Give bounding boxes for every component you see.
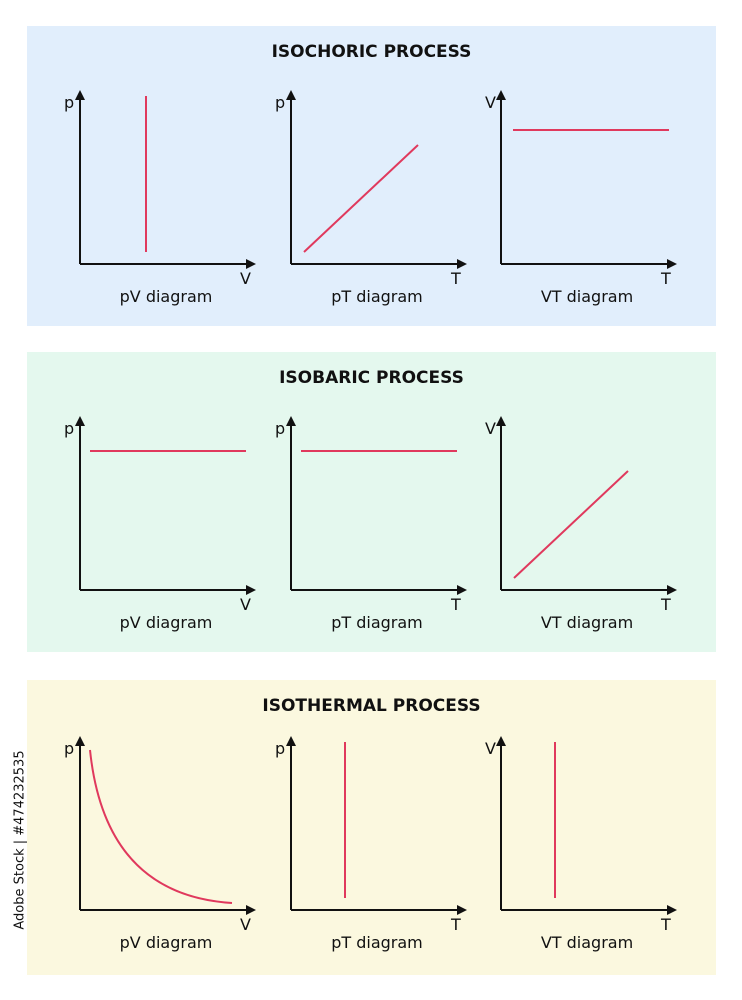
y-axis-arrow-icon: [75, 736, 85, 746]
diagram: p TpT diagram: [275, 416, 467, 632]
x-axis-arrow-icon: [246, 585, 256, 595]
x-axis-label: V: [240, 915, 251, 934]
stock-credit: Adobe Stock | #474232535: [2, 750, 38, 929]
x-axis-label: V: [240, 595, 251, 614]
diagram-caption: pV diagram: [120, 613, 213, 632]
y-axis-label: V: [485, 93, 496, 112]
isothermal-diagrams: p VpV diagram p TpT diagram V T VT diagram: [64, 736, 677, 952]
y-axis-label: p: [64, 739, 74, 758]
diagram-caption: VT diagram: [541, 287, 633, 306]
process-line: [513, 470, 629, 579]
x-axis-arrow-icon: [667, 585, 677, 595]
y-axis-label: V: [485, 419, 496, 438]
x-axis-label: T: [660, 269, 671, 288]
process-curve: [89, 749, 233, 904]
diagram: p TpT diagram: [275, 90, 467, 306]
y-axis-arrow-icon: [286, 90, 296, 100]
diagram-caption: pV diagram: [120, 933, 213, 952]
x-axis-arrow-icon: [457, 585, 467, 595]
diagram: p VpV diagram: [64, 736, 256, 952]
y-axis-arrow-icon: [496, 736, 506, 746]
x-axis-arrow-icon: [457, 259, 467, 269]
y-axis-arrow-icon: [286, 736, 296, 746]
isochoric-diagrams: p VpV diagram p TpT diagram V T VT diagram: [64, 90, 677, 306]
x-axis-arrow-icon: [246, 259, 256, 269]
y-axis-arrow-icon: [75, 416, 85, 426]
x-axis-arrow-icon: [667, 905, 677, 915]
x-axis-arrow-icon: [246, 905, 256, 915]
y-axis-arrow-icon: [75, 90, 85, 100]
y-axis-arrow-icon: [286, 416, 296, 426]
diagram: p TpT diagram: [275, 736, 467, 952]
x-axis-arrow-icon: [667, 259, 677, 269]
isobaric-diagrams: p VpV diagram p TpT diagram V T VT diagram: [64, 416, 677, 632]
y-axis-label: p: [64, 93, 74, 112]
y-axis-label: p: [275, 93, 285, 112]
diagram-caption: VT diagram: [541, 933, 633, 952]
x-axis-label: T: [660, 595, 671, 614]
diagram: V T VT diagram: [485, 416, 677, 632]
stock-credit-text: Adobe Stock | #474232535: [12, 750, 28, 930]
x-axis-label: T: [450, 915, 461, 934]
x-axis-label: V: [240, 269, 251, 288]
y-axis-label: V: [485, 739, 496, 758]
diagram: p VpV diagram: [64, 416, 256, 632]
x-axis-label: T: [660, 915, 671, 934]
x-axis-label: T: [450, 595, 461, 614]
diagram-caption: pT diagram: [331, 933, 423, 952]
y-axis-label: p: [64, 419, 74, 438]
y-axis-arrow-icon: [496, 90, 506, 100]
diagram: V T VT diagram: [485, 736, 677, 952]
x-axis-label: T: [450, 269, 461, 288]
diagram-caption: pV diagram: [120, 287, 213, 306]
process-line: [303, 144, 419, 253]
diagram-caption: pT diagram: [331, 613, 423, 632]
diagram: V T VT diagram: [485, 90, 677, 306]
panel-title: ISOCHORIC PROCESS: [271, 42, 472, 62]
panel-title: ISOBARIC PROCESS: [279, 368, 464, 388]
y-axis-label: p: [275, 419, 285, 438]
y-axis-arrow-icon: [496, 416, 506, 426]
x-axis-arrow-icon: [457, 905, 467, 915]
diagram: p VpV diagram: [64, 90, 256, 306]
diagram-caption: pT diagram: [331, 287, 423, 306]
panel-title: ISOTHERMAL PROCESS: [262, 696, 481, 716]
y-axis-label: p: [275, 739, 285, 758]
diagram-caption: VT diagram: [541, 613, 633, 632]
